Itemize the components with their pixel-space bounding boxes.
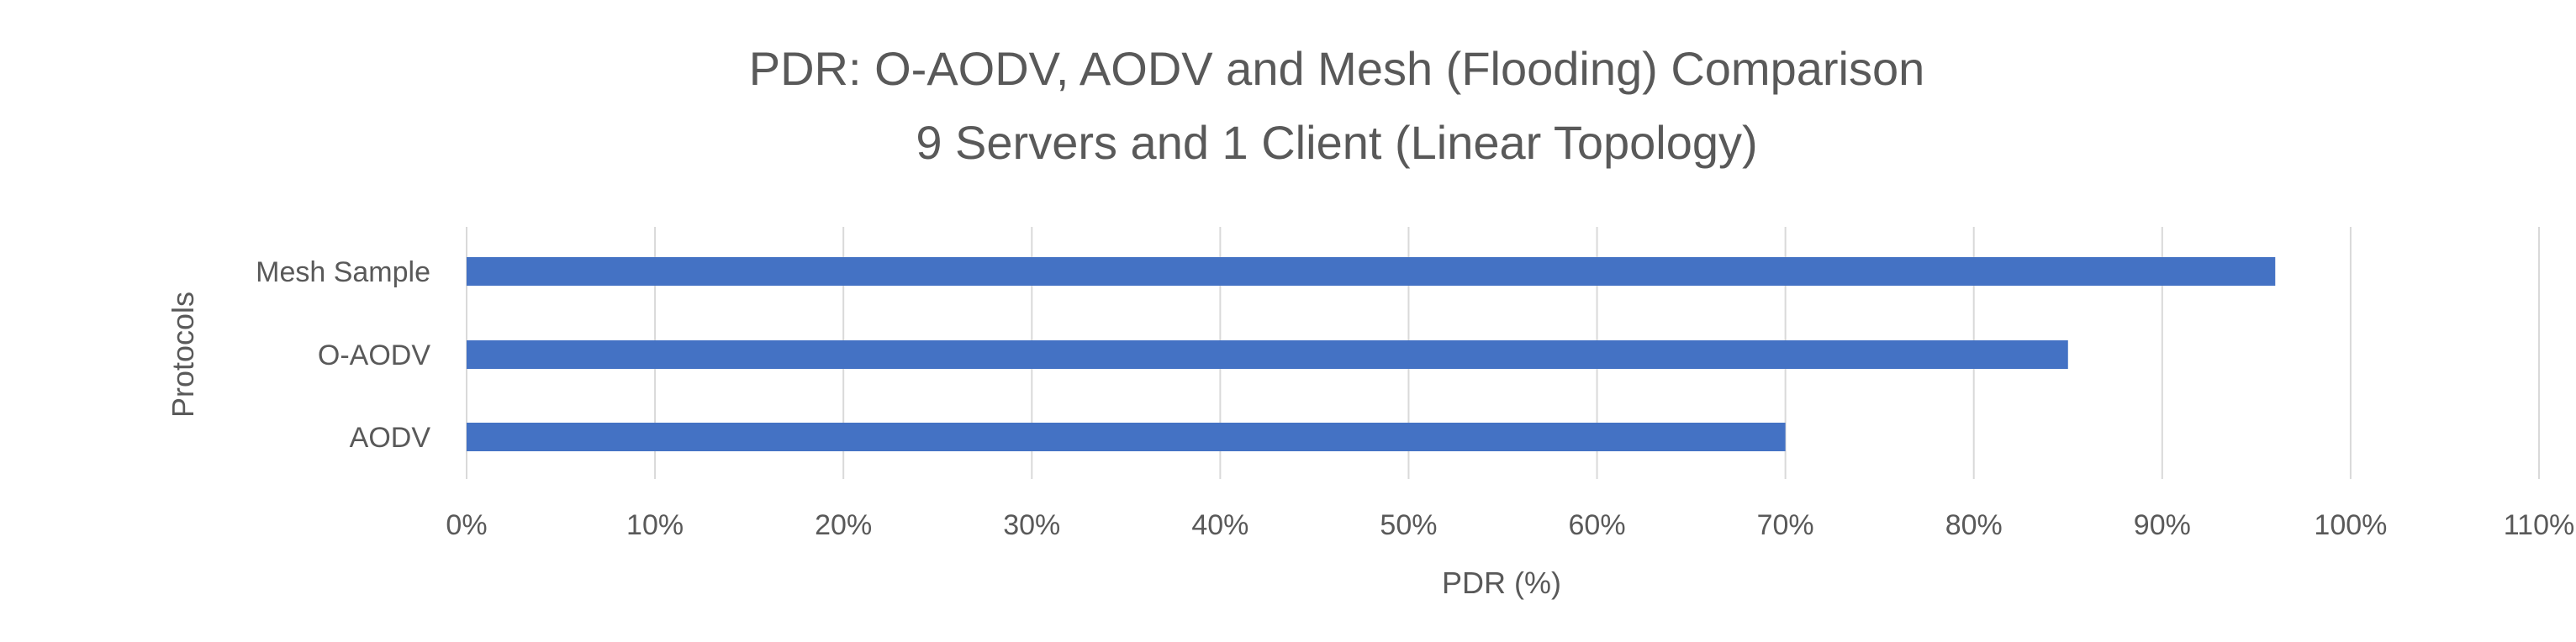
x-tick-label: 30%: [1003, 509, 1060, 541]
x-axis-title: PDR (%): [1442, 566, 1561, 600]
bar-mesh-sample: [467, 257, 2276, 286]
y-tick-labels: AODV O-AODV Mesh Sample: [256, 256, 430, 454]
chart-title: PDR: O-AODV, AODV and Mesh (Flooding) Co…: [749, 42, 1924, 169]
y-axis-title: Protocols: [166, 292, 200, 418]
x-tick-label: 70%: [1757, 509, 1814, 541]
bar-o-aodv: [467, 340, 2068, 369]
x-tick-label: 60%: [1569, 509, 1626, 541]
y-tick-label: O-AODV: [318, 339, 430, 371]
x-tick-label: 90%: [2134, 509, 2191, 541]
x-tick-label: 40%: [1191, 509, 1248, 541]
chart-title-line-1: PDR: O-AODV, AODV and Mesh (Flooding) Co…: [749, 42, 1924, 95]
x-tick-label: 0%: [446, 509, 487, 541]
x-tick-label: 10%: [626, 509, 684, 541]
y-tick-label: AODV: [350, 422, 431, 454]
y-tick-label: Mesh Sample: [256, 256, 430, 288]
bar-aodv: [467, 423, 1786, 451]
x-tick-label: 110%: [2504, 509, 2574, 541]
x-tick-label: 20%: [815, 509, 872, 541]
x-tick-labels: 0% 10% 20% 30% 40% 50% 60% 70% 80% 90% 100% 110%: [446, 509, 2574, 541]
x-tick-label: 100%: [2314, 509, 2387, 541]
bars: [467, 257, 2276, 451]
chart-title-line-2: 9 Servers and 1 Client (Linear Topology): [916, 116, 1757, 169]
x-tick-label: 50%: [1380, 509, 1437, 541]
x-tick-label: 80%: [1945, 509, 2003, 541]
